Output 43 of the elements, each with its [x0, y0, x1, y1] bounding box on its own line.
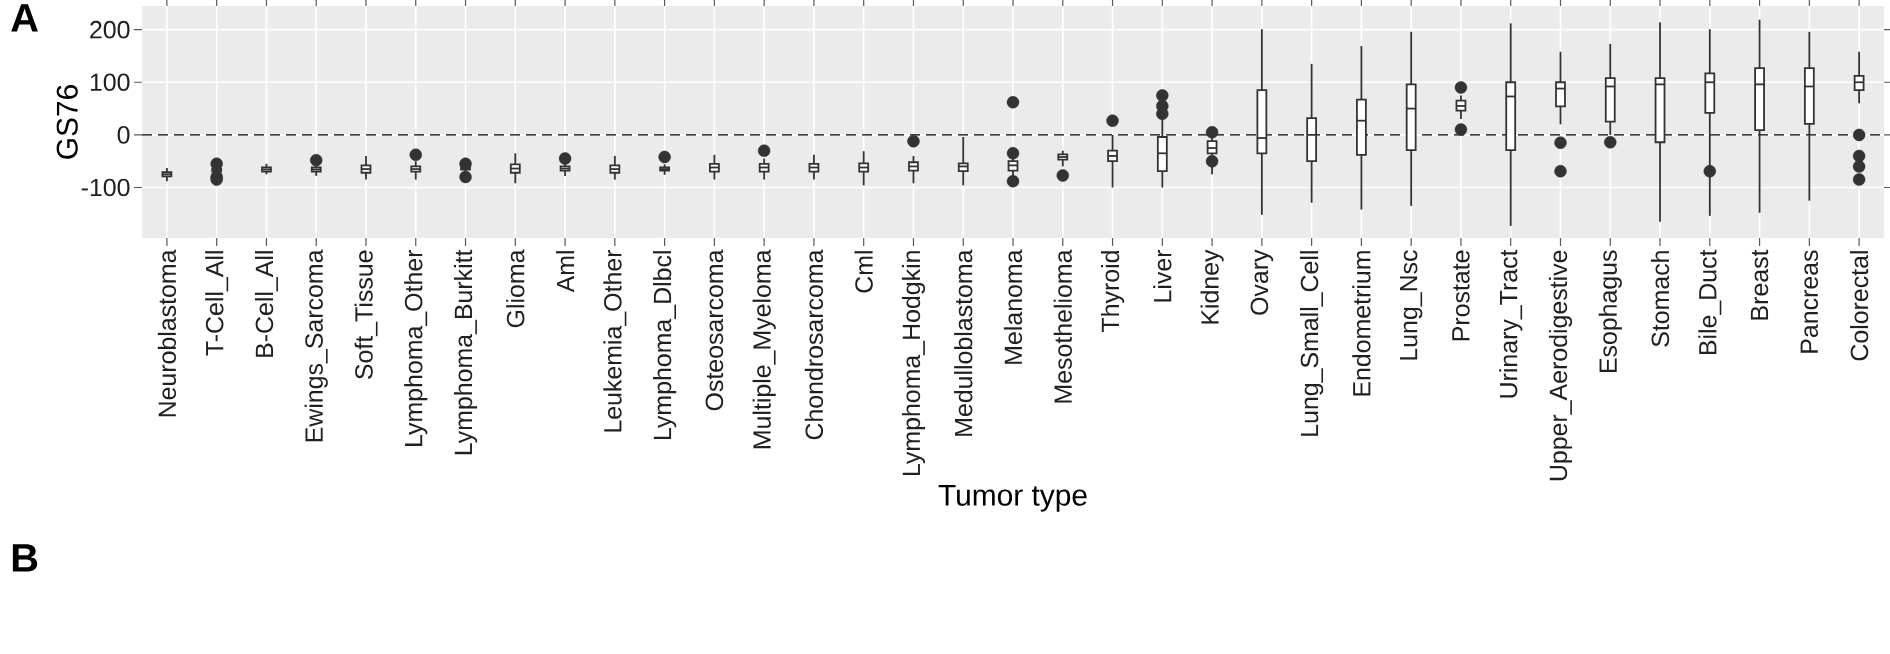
x-tick-label: Liver — [1153, 249, 1172, 302]
x-tick-label: Lung_Small_Cell — [1300, 251, 1324, 436]
y-tick-label: 100 — [90, 73, 130, 92]
x-tick-label: Thyroid — [1100, 251, 1125, 332]
x-tick-label: Lymphoma_Hodgkin — [901, 251, 926, 475]
x-tick-label: Melanoma — [1003, 249, 1023, 364]
x-tick-label: Ovary — [1250, 249, 1274, 315]
x-tick-label: B-Cell_All — [254, 251, 278, 357]
x-tick-label: T-Cell_All — [205, 251, 229, 356]
x-tick-label: Endometrium — [1352, 251, 1371, 396]
x-tick-label: Medulloblastoma — [954, 249, 973, 436]
x-tick-label: Multiple_Myeloma — [752, 249, 776, 449]
x-tick-label: Mesothelioma — [1053, 249, 1072, 403]
x-tick-label: Soft_Tissue — [354, 250, 378, 379]
x-tick-label: Esophagus — [1598, 250, 1622, 373]
x-tick-label: Upper_Aerodigestive — [1548, 250, 1573, 481]
x-tick-label: Neuroblastoma — [157, 249, 177, 417]
y-tick-label: 0 — [117, 126, 130, 144]
y-tick-label: -100 — [81, 178, 130, 197]
x-tick-label: Lymphoma_Dlbcl — [653, 251, 677, 439]
x-tick-label: Kidney — [1200, 249, 1224, 324]
x-tick-label: Breast — [1750, 249, 1769, 320]
x-tick-label: Glioma — [506, 249, 525, 328]
x-tick-label: Lung_Nsc — [1400, 250, 1423, 360]
x-tick-label: Lymphoma_Burkitt — [453, 249, 478, 455]
x-tick-label: Leukemia_Other — [603, 249, 627, 432]
x-tick-label: Cml — [854, 251, 873, 293]
x-tick-label: Colorectal — [1849, 251, 1869, 361]
x-tick-label: Pancreas — [1800, 250, 1819, 353]
y-axis-title: GS76 — [56, 85, 78, 159]
x-tick-label: Urinary_Tract — [1499, 249, 1523, 398]
x-tick-label: Ewings_Sarcoma — [304, 249, 328, 442]
x-tick-label: Prostate — [1452, 250, 1470, 341]
text: B — [12, 544, 38, 572]
y-tick-label: 200 — [90, 20, 130, 39]
x-tick-label: Aml — [556, 251, 575, 293]
x-tick-label: Bile_Duct — [1698, 249, 1722, 355]
text: A — [11, 4, 38, 32]
x-axis-title: Tumor type — [938, 484, 1087, 512]
x-tick-label: Stomach — [1650, 251, 1670, 347]
x-tick-label: Osteosarcoma — [705, 249, 724, 411]
x-tick-label: Lymphoma_Other — [404, 249, 428, 446]
x-tick-label: Chondrosarcoma — [804, 249, 824, 440]
